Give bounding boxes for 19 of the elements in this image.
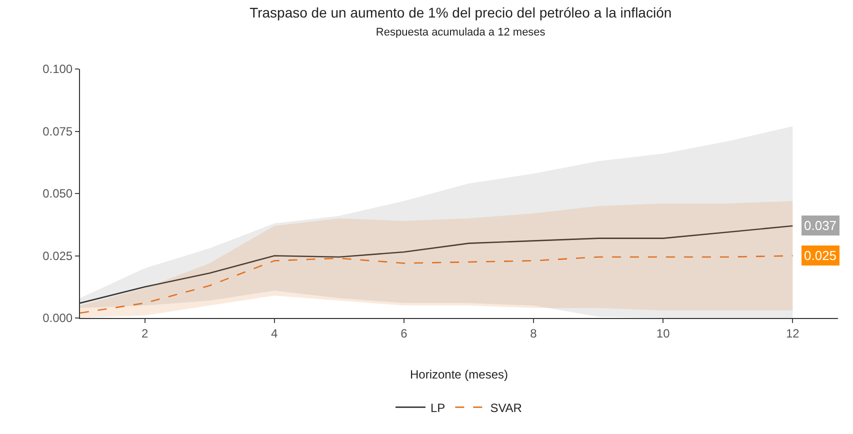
x-tick-label: 10	[656, 326, 670, 340]
y-tick-label: 0.075	[42, 124, 73, 138]
x-axis-title: Horizonte (meses)	[410, 367, 508, 382]
x-tick-label: 8	[530, 326, 538, 340]
x-tick-label: 2	[141, 326, 148, 340]
chart-subtitle: Respuesta acumulada a 12 meses	[376, 26, 546, 39]
y-tick-label: 0.100	[42, 62, 73, 76]
y-tick-label: 0.000	[42, 311, 73, 326]
y-tick-label: 0.050	[42, 186, 73, 201]
annotation: 0.037	[804, 218, 837, 233]
line-series	[80, 255, 794, 314]
x-tick-label: 6	[400, 326, 408, 340]
chart-title: Traspaso de un aumento de 1% del precio del petróleo a la inflación	[250, 4, 672, 20]
x-tick-label: 12	[786, 326, 800, 340]
legend-label: LP	[430, 400, 446, 415]
legend-label: SVAR	[490, 400, 522, 415]
y-tick-label: 0.025	[42, 248, 73, 263]
x-tick-label: 4	[271, 326, 278, 340]
annotation: 0.025	[804, 248, 837, 263]
